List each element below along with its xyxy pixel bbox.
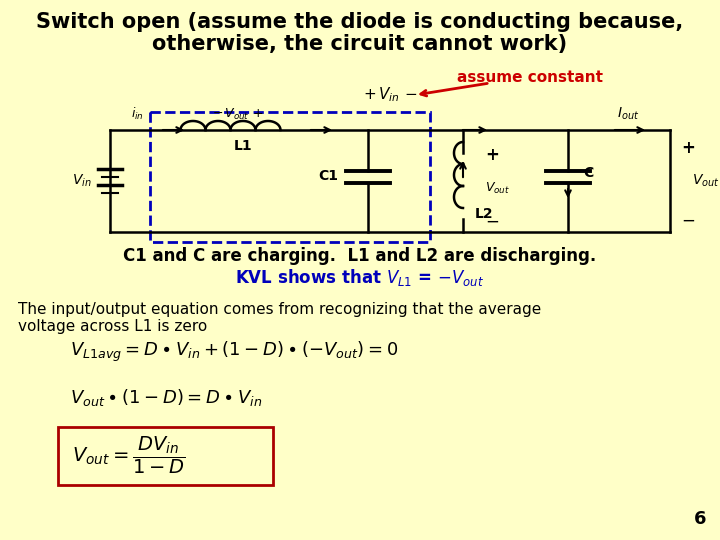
Text: $i_{in}$: $i_{in}$	[130, 106, 143, 122]
Text: L2: L2	[475, 207, 494, 221]
Text: C1 and C are charging.  L1 and L2 are discharging.: C1 and C are charging. L1 and L2 are dis…	[123, 247, 597, 265]
Text: $V_{in}$: $V_{in}$	[72, 173, 92, 189]
Text: KVL shows that $V_{L1}$ = $-V_{out}$: KVL shows that $V_{L1}$ = $-V_{out}$	[235, 267, 485, 288]
Text: $-$: $-$	[681, 211, 695, 229]
Text: $V_{out}$: $V_{out}$	[485, 180, 510, 195]
Text: $V_{L1avg} = D \bullet V_{in} + (1-D)\bullet(-V_{out})=0$: $V_{L1avg} = D \bullet V_{in} + (1-D)\bu…	[70, 340, 398, 364]
Text: 6: 6	[693, 510, 706, 528]
Text: C1: C1	[318, 169, 338, 183]
Text: $V_{out}$: $V_{out}$	[692, 173, 720, 189]
Text: C: C	[583, 166, 593, 180]
Text: L1: L1	[234, 139, 252, 153]
Text: $V_{out} \bullet (1-D) = D \bullet V_{in}$: $V_{out} \bullet (1-D) = D \bullet V_{in…	[70, 388, 262, 408]
Text: $-$: $-$	[485, 212, 499, 230]
Text: assume constant: assume constant	[457, 71, 603, 85]
Bar	[150, 112, 430, 242]
Text: The input/output equation comes from recognizing that the average
voltage across: The input/output equation comes from rec…	[18, 302, 541, 334]
Text: $I_{out}$: $I_{out}$	[617, 106, 639, 122]
Text: $+\,V_{in}\,-$: $+\,V_{in}\,-$	[363, 86, 417, 104]
Text: $V_{out} = \dfrac{DV_{in}}{1-D}$: $V_{out} = \dfrac{DV_{in}}{1-D}$	[72, 434, 186, 476]
Text: $-\, V_{out}\, +$: $-\, V_{out}\, +$	[212, 106, 264, 122]
Bar	[58, 427, 273, 485]
Text: Switch open (assume the diode is conducting because,: Switch open (assume the diode is conduct…	[37, 12, 683, 32]
Text: +: +	[485, 146, 499, 164]
Text: +: +	[681, 139, 695, 157]
Text: otherwise, the circuit cannot work): otherwise, the circuit cannot work)	[153, 34, 567, 54]
